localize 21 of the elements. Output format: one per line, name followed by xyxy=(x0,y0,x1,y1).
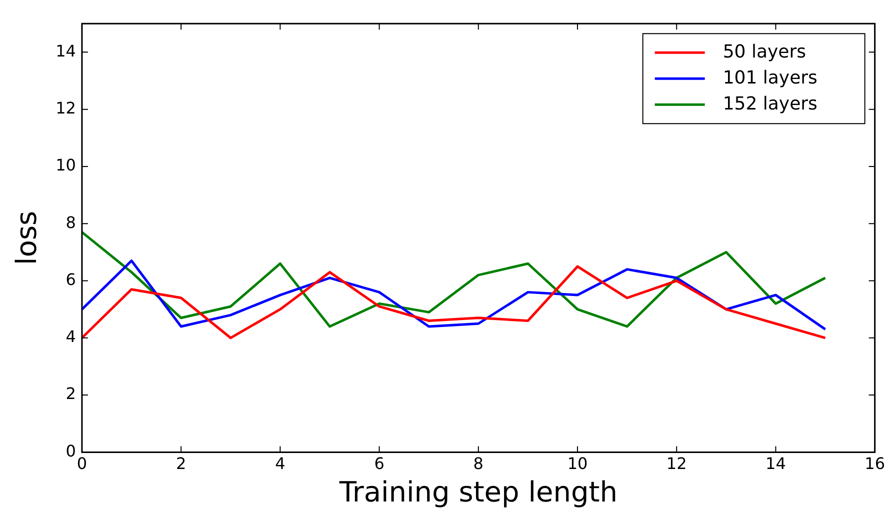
y-tick-label: 14 xyxy=(56,41,76,60)
y-tick-label: 12 xyxy=(56,98,76,118)
legend-label: 101 layers xyxy=(722,67,818,88)
x-axis-title: Training step length xyxy=(338,475,618,508)
x-tick-label: 14 xyxy=(766,454,786,473)
x-tick-label: 10 xyxy=(567,454,588,473)
x-tick-label: 4 xyxy=(275,454,286,473)
y-tick-label: 0 xyxy=(66,441,76,460)
x-tick-label: 12 xyxy=(666,454,687,473)
x-tick-label: 6 xyxy=(374,454,384,473)
y-tick-label: 10 xyxy=(56,156,76,175)
y-tick-label: 6 xyxy=(66,270,76,289)
y-tick-label: 8 xyxy=(66,212,76,232)
x-tick-label: 16 xyxy=(864,454,885,473)
y-axis-title: loss xyxy=(10,210,44,265)
y-tick-label: 2 xyxy=(66,384,76,404)
x-tick-label: 8 xyxy=(473,454,484,473)
x-tick-label: 2 xyxy=(176,454,186,473)
legend-label: 50 layers xyxy=(722,41,806,62)
y-tick-label: 4 xyxy=(66,327,76,346)
legend-label: 152 layers xyxy=(722,93,818,114)
